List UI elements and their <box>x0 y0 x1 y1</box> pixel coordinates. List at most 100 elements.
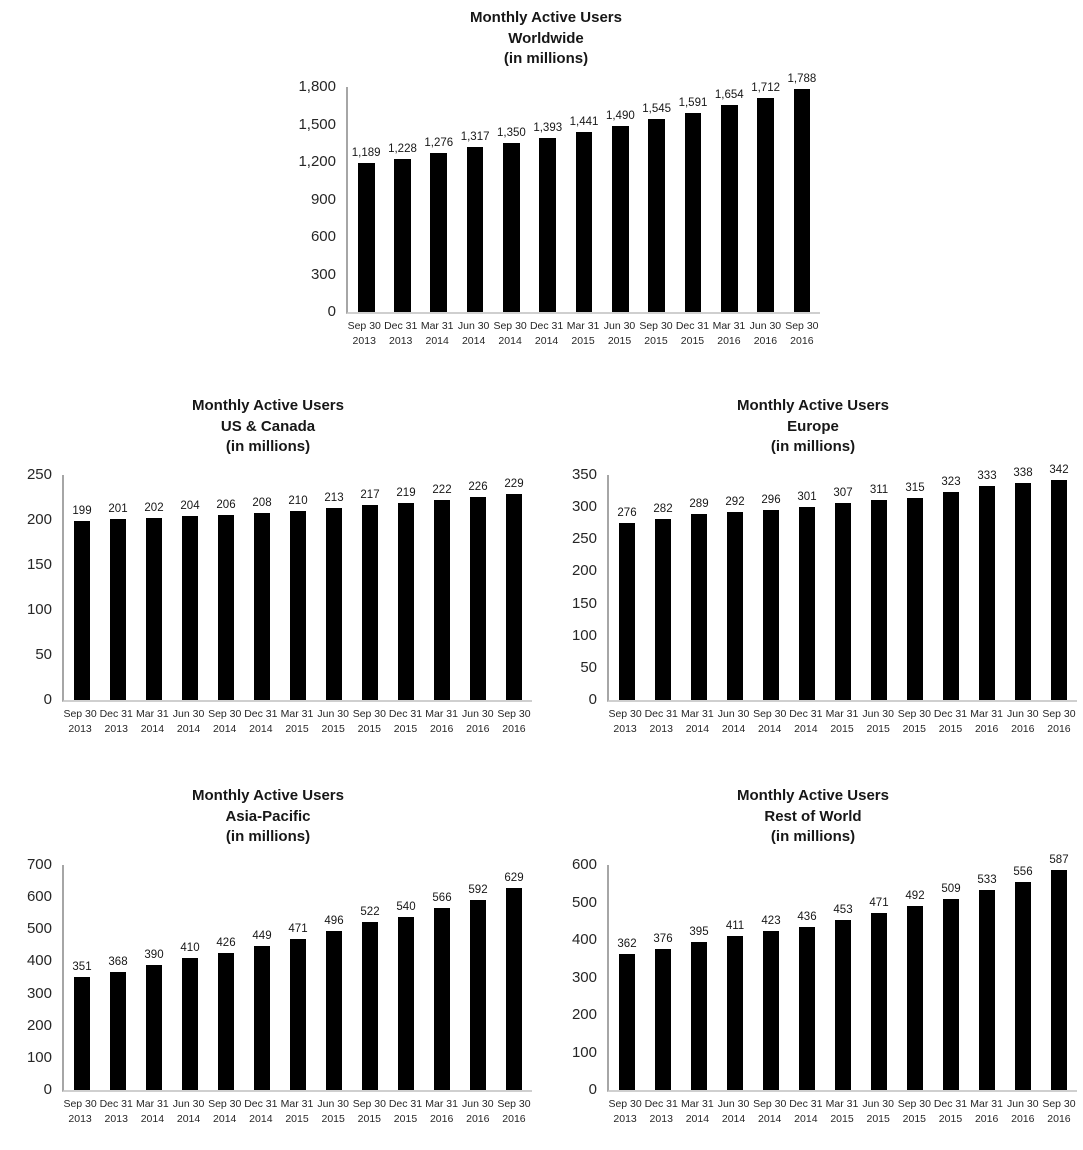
x-tick-line: Sep 30 <box>63 708 97 721</box>
bar-value-label: 436 <box>797 910 817 923</box>
y-axis-tick-label: 600 <box>571 856 597 874</box>
bar <box>726 935 744 1091</box>
bar-value-label: 276 <box>617 506 637 519</box>
x-tick-line: 2014 <box>249 723 273 736</box>
x-tick-line: 2015 <box>357 723 381 736</box>
bar-slot: 1,350 <box>493 87 529 313</box>
bar-value-label: 423 <box>761 915 781 928</box>
chart-title-line: Rest of World <box>764 807 862 825</box>
bar-slot: 496 <box>316 865 352 1091</box>
bar-slot: 289 <box>681 475 717 701</box>
x-tick-line: 2013 <box>352 335 376 348</box>
x-axis-tick-label: Mar 31 2016 <box>969 707 1005 737</box>
x-axis-tick-label: Sep 30 2016 <box>1041 707 1077 737</box>
bar <box>654 949 672 1091</box>
bar <box>762 509 780 701</box>
x-tick-line: Sep 30 <box>63 1098 97 1111</box>
x-tick-line: Sep 30 <box>639 320 673 333</box>
x-tick-line: Dec 31 <box>384 320 418 333</box>
y-axis-tick-label: 600 <box>26 888 52 906</box>
plot-wrap: 1,189 1,228 1,276 1,317 1,350 1,393 1,441 1,490… <box>346 73 820 349</box>
chart-title-line: Asia-Pacific <box>225 807 311 825</box>
chart-title-line: (in millions) <box>225 828 311 846</box>
x-tick-line: 2014 <box>213 1113 237 1126</box>
x-tick-line: Dec 31 <box>529 320 564 333</box>
bar-slot: 213 <box>316 475 352 701</box>
bar-slot: 522 <box>352 865 388 1091</box>
chart-title-line: Worldwide <box>508 29 584 47</box>
y-axis-tick-label: 0 <box>327 303 336 321</box>
bar <box>145 964 163 1091</box>
bar-slot: 566 <box>424 865 460 1091</box>
x-tick-line: 2016 <box>974 723 999 736</box>
x-tick-line: 2015 <box>285 723 309 736</box>
chart-asia-pacific: Monthly Active Users Asia-Pacific (in mi… <box>4 786 532 1128</box>
x-tick-line: Dec 31 <box>244 708 278 721</box>
x-tick-line: 2014 <box>140 723 165 736</box>
bar-value-label: 453 <box>833 904 853 917</box>
bar-slot: 342 <box>1041 464 1077 701</box>
plot-wrap: 362 376 395 411 423 436 453 471 492 509 533 556 587 S… <box>607 854 1077 1127</box>
plot-region: 0 50 100 150 200 250 300 350 276 282 289 292 296 301 3… <box>549 464 1077 737</box>
chart-title: Monthly Active Users US & Canada (in mil… <box>4 396 532 458</box>
chart-title-line: (in millions) <box>503 50 589 68</box>
x-tick-line: Dec 31 <box>789 708 823 721</box>
x-tick-line: 2015 <box>902 723 926 736</box>
x-axis: Sep 30 2013 Dec 31 2013 Mar 31 2014 Jun 30 2014… <box>607 1097 1077 1127</box>
bar <box>690 941 708 1091</box>
bar-value-label: 204 <box>180 500 200 513</box>
bar <box>397 916 415 1091</box>
plot-area: 1,189 1,228 1,276 1,317 1,350 1,393 1,441 1,490… <box>346 73 820 315</box>
x-axis-tick-label: Jun 30 2015 <box>860 707 896 737</box>
plot-region: 0 300 600 900 1,200 1,500 1,800 1,189 1,228 1,276… <box>272 73 820 349</box>
bar-slot: 296 <box>753 475 789 701</box>
bar-slot: 1,276 <box>421 87 457 313</box>
bar-value-label: 411 <box>725 919 745 932</box>
bar <box>618 522 636 701</box>
bar-value-label: 496 <box>324 914 344 927</box>
chart-title: Monthly Active Users Europe (in millions… <box>549 396 1077 458</box>
x-tick-line: Mar 31 <box>566 320 600 333</box>
bar <box>325 508 343 701</box>
x-tick-line: Sep 30 <box>753 708 787 721</box>
x-axis-tick-label: Mar 31 2015 <box>279 707 315 737</box>
x-tick-line: 2015 <box>902 1113 926 1126</box>
bar-slot: 301 <box>789 475 825 701</box>
x-tick-line: Dec 31 <box>99 708 133 721</box>
bar <box>433 500 451 701</box>
bar <box>217 953 235 1091</box>
bar-slot: 410 <box>172 865 208 1091</box>
x-tick-line: 2015 <box>680 335 705 348</box>
x-axis-tick-label: Mar 31 2016 <box>424 1097 460 1127</box>
bar-slot: 292 <box>717 475 753 701</box>
bar-value-label: 208 <box>252 496 272 509</box>
x-axis-tick-label: Jun 30 2016 <box>1005 707 1041 737</box>
bar-value-label: 333 <box>977 470 997 482</box>
bar <box>942 492 960 701</box>
bar-value-label: 492 <box>905 889 925 902</box>
x-tick-line: 2016 <box>1011 723 1035 736</box>
bar-value-label: 1,490 <box>605 109 635 122</box>
bar <box>1014 881 1032 1091</box>
bar-value-label: 219 <box>396 486 416 499</box>
x-tick-line: Sep 30 <box>497 1098 531 1111</box>
bar <box>1014 482 1032 701</box>
bar-value-label: 338 <box>1013 466 1033 479</box>
y-axis-tick-label: 300 <box>310 265 336 283</box>
x-axis-tick-label: Sep 30 2014 <box>752 707 788 737</box>
x-tick-line: 2014 <box>176 1113 201 1126</box>
x-tick-line: 2013 <box>649 723 673 736</box>
chart-title-line: US & Canada <box>220 417 316 435</box>
bar-value-label: 587 <box>1049 853 1069 866</box>
chart-title-line: Monthly Active Users <box>470 9 622 26</box>
y-axis-tick-label: 300 <box>26 984 52 1002</box>
x-tick-line: 2016 <box>1011 1113 1035 1126</box>
bar <box>217 514 235 701</box>
x-axis-tick-label: Dec 31 2015 <box>932 1097 968 1127</box>
bar-slot: 362 <box>609 865 645 1091</box>
bar-slot: 1,788 <box>784 73 820 313</box>
x-tick-line: Mar 31 <box>970 708 1003 721</box>
x-tick-line: 2014 <box>425 335 449 348</box>
bar-value-label: 1,350 <box>497 127 526 140</box>
x-tick-line: Jun 30 <box>749 320 782 333</box>
